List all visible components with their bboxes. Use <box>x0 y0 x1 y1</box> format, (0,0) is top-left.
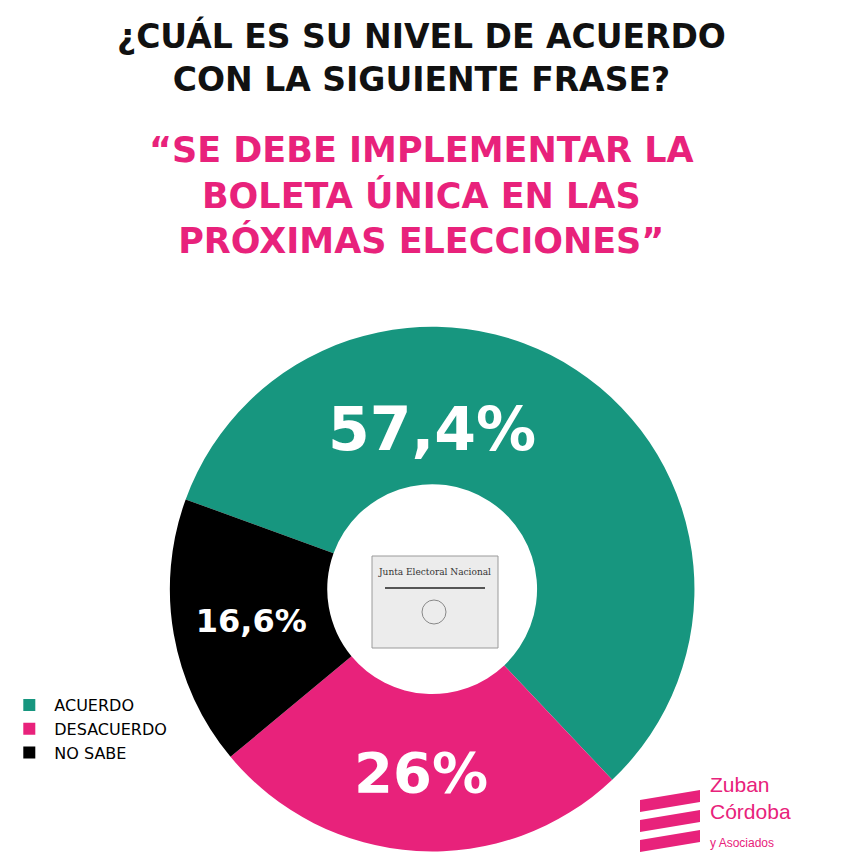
svg-text:ACUERDO: ACUERDO <box>54 696 134 715</box>
svg-text:ZubanCórdobay Asociados: ZubanCórdobay Asociados <box>710 773 791 850</box>
svg-text:57,4%: 57,4% <box>328 394 536 464</box>
svg-text:Junta Electoral Nacional: Junta Electoral Nacional <box>378 567 491 577</box>
svg-text:¿CUÁL ES SU NIVEL DE ACUERDOCO: ¿CUÁL ES SU NIVEL DE ACUERDOCON LA SIGUI… <box>117 16 726 99</box>
svg-text:16,6%: 16,6% <box>196 602 307 640</box>
svg-text:26%: 26% <box>354 740 488 805</box>
svg-text:“SE DEBE IMPLEMENTAR LABOLETA: “SE DEBE IMPLEMENTAR LABOLETA ÚNICA EN L… <box>149 130 694 261</box>
svg-text:NO SABE: NO SABE <box>54 744 126 763</box>
svg-text:DESACUERDO: DESACUERDO <box>54 720 167 739</box>
